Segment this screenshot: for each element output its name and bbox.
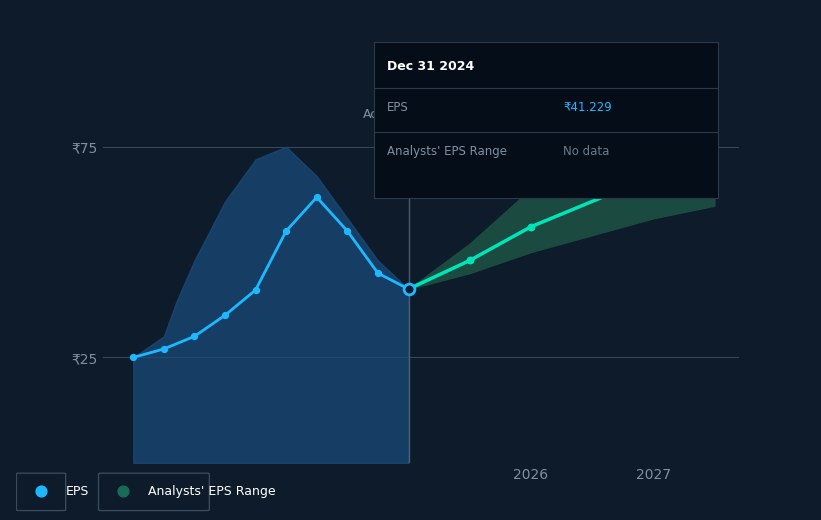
Point: [249, 286, 262, 294]
Text: EPS: EPS: [66, 485, 89, 498]
Text: Dec 31 2024: Dec 31 2024: [388, 60, 475, 73]
Point: [647, 172, 660, 180]
Point: [117, 487, 130, 496]
Text: No data: No data: [563, 145, 609, 158]
Point: [341, 227, 354, 235]
Text: Actual: Actual: [363, 108, 402, 121]
FancyBboxPatch shape: [99, 473, 209, 511]
Text: EPS: EPS: [388, 101, 409, 114]
Point: [525, 223, 538, 231]
Point: [34, 487, 48, 496]
Point: [126, 353, 140, 361]
Text: Analysts Forecasts: Analysts Forecasts: [415, 108, 531, 121]
Point: [310, 193, 323, 201]
Text: Analysts' EPS Range: Analysts' EPS Range: [148, 485, 275, 498]
Point: [708, 142, 721, 151]
Point: [188, 332, 201, 341]
Point: [280, 227, 293, 235]
Point: [371, 269, 384, 277]
Point: [158, 345, 171, 353]
Text: ₹41.229: ₹41.229: [563, 101, 612, 114]
FancyBboxPatch shape: [16, 473, 66, 511]
Point: [463, 256, 476, 265]
Text: Analysts' EPS Range: Analysts' EPS Range: [388, 145, 507, 158]
Point: [402, 285, 415, 293]
Point: [402, 285, 415, 293]
Point: [218, 311, 232, 319]
